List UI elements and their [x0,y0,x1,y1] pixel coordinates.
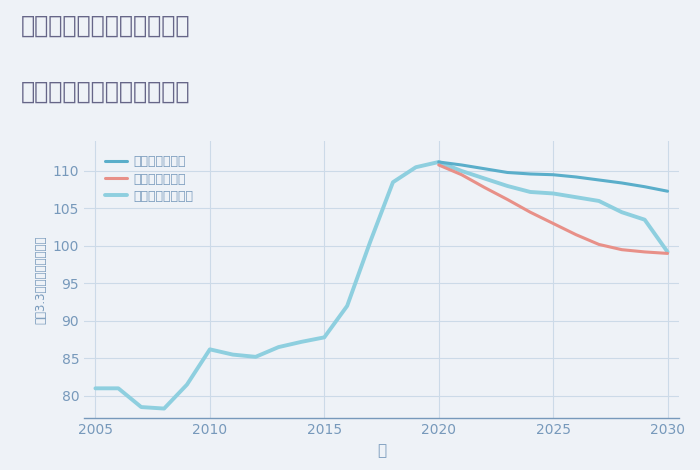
バッドシナリオ [503,196,512,202]
グッドシナリオ [435,159,443,165]
ノーマルシナリオ [114,385,122,391]
ノーマルシナリオ [503,183,512,189]
ノーマルシナリオ [640,217,649,222]
ノーマルシナリオ [228,352,237,357]
Line: ノーマルシナリオ: ノーマルシナリオ [95,162,668,408]
ノーマルシナリオ [435,159,443,165]
バッドシナリオ [572,232,580,237]
バッドシナリオ [595,242,603,247]
Line: バッドシナリオ: バッドシナリオ [439,165,668,253]
グッドシナリオ [526,171,535,177]
ノーマルシナリオ [160,406,168,411]
ノーマルシナリオ [343,303,351,309]
ノーマルシナリオ [137,404,146,410]
X-axis label: 年: 年 [377,443,386,458]
グッドシナリオ [595,177,603,183]
ノーマルシナリオ [457,168,466,174]
Line: グッドシナリオ: グッドシナリオ [439,162,668,191]
グッドシナリオ [664,188,672,194]
グッドシナリオ [503,170,512,175]
ノーマルシナリオ [617,209,626,215]
グッドシナリオ [457,162,466,168]
ノーマルシナリオ [183,382,191,387]
ノーマルシナリオ [389,180,397,185]
グッドシナリオ [480,166,489,172]
ノーマルシナリオ [664,249,672,255]
バッドシナリオ [480,185,489,190]
バッドシナリオ [526,209,535,215]
バッドシナリオ [435,162,443,168]
Text: 兵庫県姫路市夢前町莇野の: 兵庫県姫路市夢前町莇野の [21,14,190,38]
ノーマルシナリオ [526,189,535,195]
ノーマルシナリオ [412,164,420,170]
バッドシナリオ [457,172,466,178]
バッドシナリオ [617,247,626,252]
グッドシナリオ [549,172,557,178]
ノーマルシナリオ [298,339,306,345]
ノーマルシナリオ [91,385,99,391]
Legend: グッドシナリオ, バッドシナリオ, ノーマルシナリオ: グッドシナリオ, バッドシナリオ, ノーマルシナリオ [102,153,196,205]
グッドシナリオ [572,174,580,180]
グッドシナリオ [617,180,626,186]
Y-axis label: 坪（3.3㎡）単価（万円）: 坪（3.3㎡）単価（万円） [34,235,47,324]
ノーマルシナリオ [549,191,557,196]
Text: 中古マンションの価格推移: 中古マンションの価格推移 [21,80,190,104]
グッドシナリオ [640,184,649,189]
ノーマルシナリオ [251,354,260,360]
バッドシナリオ [549,220,557,226]
ノーマルシナリオ [572,195,580,200]
バッドシナリオ [664,251,672,256]
ノーマルシナリオ [206,346,214,352]
ノーマルシナリオ [320,335,328,340]
ノーマルシナリオ [595,198,603,204]
ノーマルシナリオ [366,239,375,245]
ノーマルシナリオ [480,176,489,181]
バッドシナリオ [640,249,649,255]
ノーマルシナリオ [274,345,283,350]
